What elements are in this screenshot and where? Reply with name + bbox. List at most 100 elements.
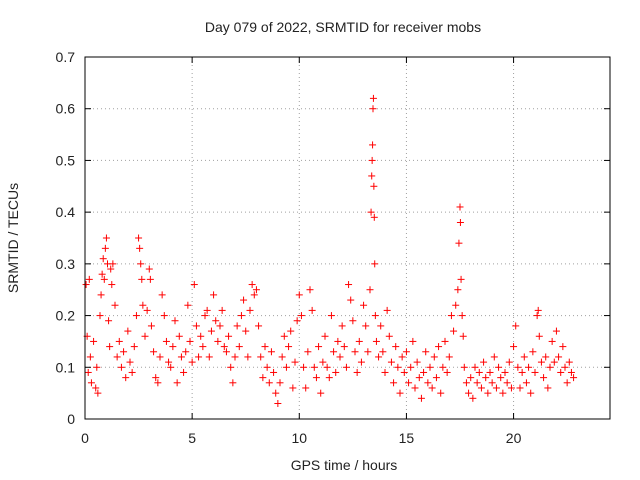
data-point (570, 374, 578, 382)
data-point (141, 332, 149, 340)
data-point (371, 312, 379, 320)
data-point (377, 322, 385, 330)
data-point (315, 343, 323, 351)
data-point (137, 260, 145, 268)
data-point (507, 384, 515, 392)
data-point (203, 306, 211, 314)
data-point (559, 343, 567, 351)
data-point (235, 343, 243, 351)
data-point (252, 286, 260, 294)
x-tick-label: 10 (291, 430, 307, 446)
data-point (396, 389, 404, 397)
data-point (124, 327, 132, 335)
data-point (171, 317, 179, 325)
data-point (424, 379, 432, 387)
data-point (231, 353, 239, 361)
data-point (263, 363, 271, 371)
data-point (349, 317, 357, 325)
data-point (165, 358, 173, 366)
x-tick-label: 5 (188, 430, 196, 446)
data-point (156, 353, 164, 361)
data-point (197, 332, 205, 340)
data-point (126, 358, 134, 366)
data-point (188, 358, 196, 366)
data-point (270, 368, 278, 376)
data-point (459, 332, 467, 340)
data-point (98, 270, 106, 278)
data-point (293, 317, 301, 325)
data-point (154, 379, 162, 387)
data-point (199, 343, 207, 351)
data-point (115, 337, 123, 345)
data-point (552, 327, 560, 335)
data-point (473, 379, 481, 387)
data-point (501, 368, 509, 376)
data-point (490, 353, 498, 361)
data-point (150, 348, 158, 356)
data-point (492, 384, 500, 392)
y-tick-label: 0.7 (56, 49, 76, 65)
data-point (409, 337, 417, 345)
data-point (535, 332, 543, 340)
data-point (387, 358, 395, 366)
data-point (84, 368, 92, 376)
data-point (220, 343, 228, 351)
data-point (302, 384, 310, 392)
data-point (90, 337, 98, 345)
data-point (282, 363, 290, 371)
data-point (480, 358, 488, 366)
data-point (422, 348, 430, 356)
data-point (510, 343, 518, 351)
data-point (488, 379, 496, 387)
y-axis-label: SRMTID / TECUs (5, 183, 21, 293)
data-point (304, 348, 312, 356)
data-point (531, 368, 539, 376)
data-point (291, 358, 299, 366)
data-point (371, 260, 379, 268)
data-point (143, 306, 151, 314)
data-point (214, 337, 222, 345)
data-point (458, 312, 466, 320)
data-point (561, 363, 569, 371)
data-point (85, 275, 93, 283)
plot-frame (84, 56, 611, 420)
data-point (287, 327, 295, 335)
data-point (514, 363, 522, 371)
data-point (565, 358, 573, 366)
data-point (402, 348, 410, 356)
data-point (100, 275, 108, 283)
data-point (96, 312, 104, 320)
data-point (342, 363, 350, 371)
data-point (332, 368, 340, 376)
data-point (460, 363, 468, 371)
data-point (86, 353, 94, 361)
data-point (334, 337, 342, 345)
data-point (505, 358, 513, 366)
data-point (274, 399, 282, 407)
data-point (372, 337, 380, 345)
data-point (237, 312, 245, 320)
data-point (379, 348, 387, 356)
data-point (160, 312, 168, 320)
grid-lines (85, 57, 610, 419)
data-point (475, 368, 483, 376)
data-point (411, 384, 419, 392)
data-point (447, 312, 455, 320)
data-point (428, 384, 436, 392)
y-tick-label: 0.4 (56, 204, 76, 220)
data-point (175, 332, 183, 340)
data-point (310, 363, 318, 371)
y-tick-label: 0 (67, 411, 75, 427)
data-point (212, 317, 220, 325)
data-point (522, 379, 530, 387)
data-point (276, 379, 284, 387)
data-point (540, 374, 548, 382)
data-point (347, 296, 355, 304)
data-point (285, 343, 293, 351)
data-point (340, 343, 348, 351)
data-point (321, 332, 329, 340)
data-point (109, 260, 117, 268)
x-tick-label: 15 (399, 430, 415, 446)
data-point (195, 353, 203, 361)
data-point (132, 312, 140, 320)
